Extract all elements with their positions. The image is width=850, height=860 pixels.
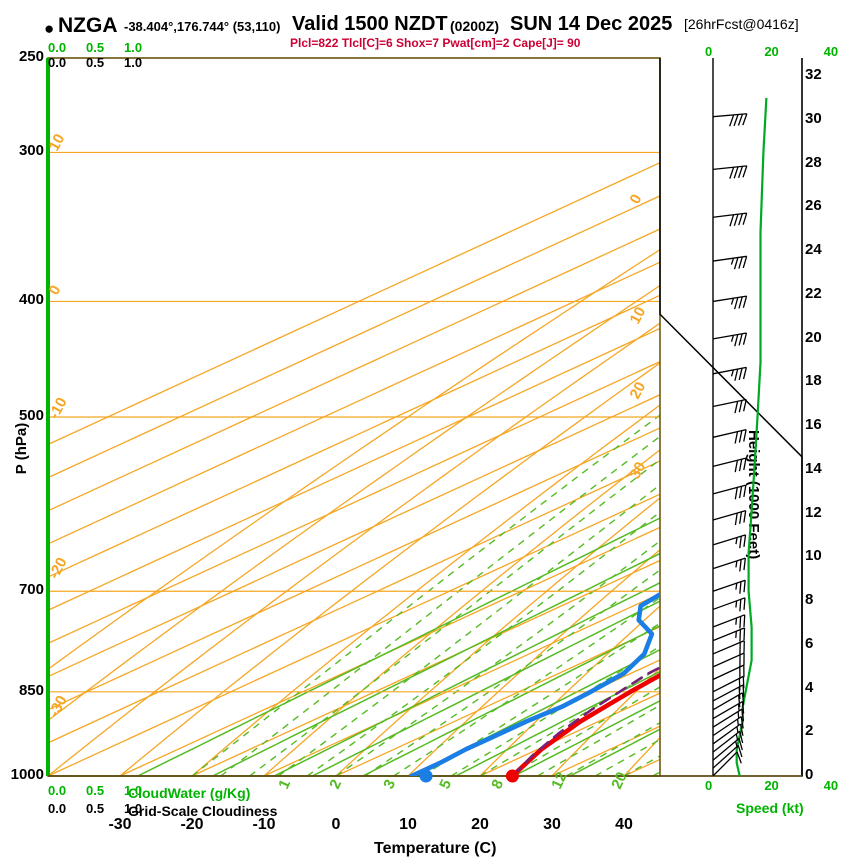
height-tick: 4 [805,678,814,696]
height-tick: 26 [805,197,822,215]
station-name: NZGA [58,14,118,37]
valid-time: Valid 1500 NZDT [292,13,448,35]
valid-date: SUN 14 Dec 2025 [510,13,673,35]
svg-text:8: 8 [488,777,507,792]
cloudiness-tick-bottom: 0.0 [48,801,67,816]
temperature-axis-label: Temperature (C) [374,840,497,857]
cloudiness-tick-top: 0.5 [86,55,105,70]
height-tick: 6 [805,634,814,652]
pressure-tick: 400 [18,291,44,309]
cloudwater-tick-bottom: 0.5 [86,783,105,798]
cloudiness-tick-bottom: 0.5 [86,801,105,816]
temperature-tick: 20 [471,816,489,833]
cloudiness-tick-top: 0.0 [48,55,67,70]
cloudwater-axis-label: CloudWater (g/Kg) [128,785,251,801]
pressure-tick: 1000 [10,766,44,783]
speed-tick-bottom: 0 [705,778,713,793]
height-tick: 20 [805,328,822,346]
height-tick: 0 [805,766,814,783]
station-coordinates: -38.404°,176.744° (53,110) [124,19,281,34]
svg-text:20: 20 [608,769,630,791]
pressure-tick: 700 [18,581,44,599]
pressure-tick: 850 [18,681,44,699]
temperature-tick: -20 [180,816,204,833]
speed-tick-top: 20 [764,44,779,59]
moist-adiabat-lines [191,414,660,776]
temperature-tick: -30 [108,816,132,833]
wind-barbs [712,113,748,776]
height-tick: 22 [805,284,822,302]
stability-parameters: Plcl=822 Tlcl[C]=6 Shox=7 Pwat[cm]=2 Cap… [290,36,581,50]
svg-text:2: 2 [326,777,345,792]
height-tick: 24 [805,241,822,258]
temperature-tick: 30 [543,816,561,833]
speed-tick-top: 0 [705,44,713,59]
svg-text:3: 3 [380,777,399,792]
mixing-ratio-lines [137,517,660,776]
height-tick: 12 [805,503,822,521]
height-tick: 32 [805,66,822,83]
sounding-curves [409,591,660,776]
cloudiness-axis-label: Grid-Scale Cloudiness [128,803,278,819]
station-dot-icon: ● [44,19,55,38]
height-tick: 2 [805,722,814,740]
temperature-tick: 0 [331,816,341,833]
cloudwater-tick-top: 1.0 [124,40,143,55]
svg-text:10: 10 [46,131,69,154]
svg-text:30: 30 [627,459,650,482]
height-tick: 28 [805,153,822,171]
svg-text:12: 12 [548,769,570,791]
height-tick: 10 [805,547,822,565]
valid-time-zulu: (0200Z) [450,18,500,34]
temperature-tick: 10 [399,816,417,833]
height-tick: 8 [805,591,814,608]
cloudiness-tick-top: 1.0 [124,55,143,70]
svg-text:10: 10 [627,304,650,327]
svg-text:20: 20 [627,379,650,402]
plot-frame [46,57,803,777]
cloudwater-tick-bottom: 1.0 [124,783,143,798]
pressure-tick: 300 [18,142,44,160]
cloudwater-tick-bottom: 0.0 [48,783,67,798]
svg-text:5: 5 [436,777,455,792]
speed-tick-bottom: 20 [764,778,779,793]
temperature-tick: 40 [615,816,633,833]
wind-speed-profile [735,97,768,776]
speed-axis-label: Speed (kt) [736,800,804,816]
cloudwater-tick-top: 0.0 [48,40,67,55]
height-tick: 30 [805,109,822,127]
cloudwater-tick-top: 0.5 [86,40,105,55]
cloudiness-tick-bottom: 1.0 [124,801,143,816]
forecast-run-label: [26hrFcst@0416z] [684,16,799,32]
pressure-tick: 500 [18,407,44,424]
speed-tick-bottom: 40 [823,778,839,793]
pressure-tick: 250 [18,48,44,65]
svg-text:0: 0 [627,192,646,207]
surface-markers [419,769,519,783]
height-tick: 18 [805,372,822,390]
height-tick: 16 [805,416,822,433]
temperature-tick: -10 [252,816,276,833]
height-tick: 14 [805,459,822,477]
speed-tick-top: 40 [823,44,839,59]
svg-text:1: 1 [275,777,294,792]
